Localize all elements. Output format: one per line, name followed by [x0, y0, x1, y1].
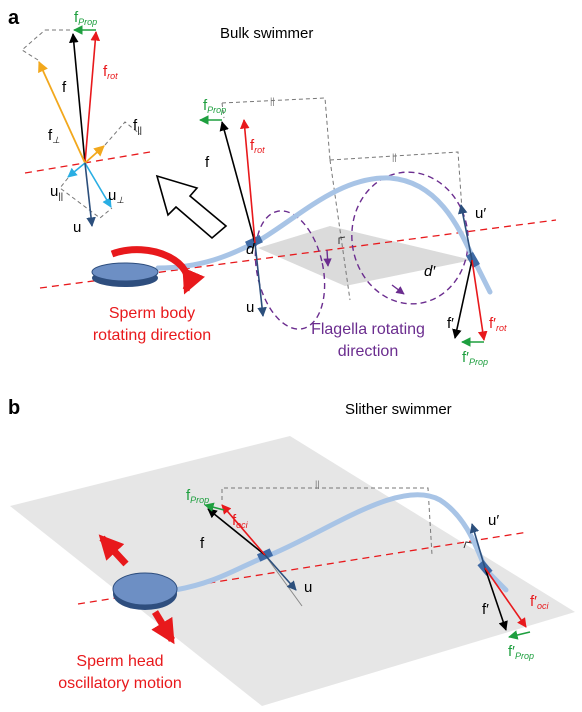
vector — [38, 61, 86, 164]
vector — [84, 31, 101, 164]
vector — [204, 502, 225, 512]
panel-a: a Bulk swimmer || || — [8, 7, 557, 367]
vector-label: f′oci — [530, 593, 549, 611]
parallel-bracket — [329, 151, 463, 211]
vector — [67, 162, 86, 178]
right-angle — [463, 541, 473, 549]
vector-label: frot — [103, 63, 118, 81]
vector-label: f′Prop — [462, 349, 488, 367]
vector — [452, 259, 473, 339]
vector — [484, 567, 527, 628]
panel-letter: b — [8, 397, 20, 419]
vector-label: fProp — [74, 9, 97, 27]
inset-guide — [104, 121, 141, 146]
vector — [84, 162, 112, 208]
body-rotation-arrow — [110, 246, 205, 295]
vector-label: foci — [232, 512, 249, 530]
vector — [469, 523, 486, 569]
vector-label: f′ — [482, 601, 489, 618]
caption-line: oscillatory motion — [58, 675, 182, 692]
flagellum — [155, 175, 493, 295]
guide-line — [329, 159, 351, 301]
oscillation-arrow — [98, 534, 129, 567]
flagellum-segment — [466, 251, 480, 269]
parallel-mark: || — [315, 479, 320, 489]
vector-label: f′rot — [489, 315, 507, 333]
vector — [239, 119, 256, 244]
flagella-rotation-path — [254, 210, 326, 330]
vector-label: f — [62, 79, 67, 96]
vector — [84, 162, 96, 227]
distance-label: d — [246, 241, 255, 258]
vector-label: fProp — [186, 487, 209, 505]
rotation-arrow — [323, 249, 332, 267]
vector — [221, 504, 266, 556]
parallel-mark: || — [270, 96, 275, 106]
inset-guide — [59, 177, 113, 219]
vector-label: f — [200, 535, 205, 552]
vector-label: fProp — [203, 97, 226, 115]
inset-axis — [24, 151, 151, 174]
panel-b: b Slither swimmer || fProp f foci u u′ f… — [8, 397, 575, 706]
zoom-arrow — [155, 174, 228, 240]
sperm-head — [91, 262, 159, 282]
vector-label: f′Prop — [508, 643, 534, 661]
parallel-mark: || — [392, 152, 397, 162]
flagellum — [172, 492, 509, 593]
vector-label: u|| — [50, 183, 63, 201]
parallel-bracket — [221, 97, 331, 161]
oscillation-arrow — [151, 610, 175, 645]
caption-line: Sperm body — [109, 305, 195, 322]
vector — [471, 259, 488, 341]
vector — [508, 630, 531, 640]
sperm-head — [112, 572, 178, 606]
vector-label: f|| — [133, 117, 142, 135]
vector-label: u — [246, 299, 254, 316]
vector — [264, 554, 297, 591]
panel-letter: a — [8, 7, 20, 29]
surface-plane — [10, 436, 575, 706]
vector — [207, 508, 266, 556]
caption-line: Sperm head — [76, 653, 163, 670]
vector-label: u⊥ — [108, 187, 124, 205]
vector — [69, 33, 86, 164]
panel-title: Slither swimmer — [345, 401, 452, 418]
vector — [84, 145, 105, 164]
parallel-bracket — [221, 487, 433, 556]
inset-guide — [21, 29, 46, 61]
vector — [457, 204, 473, 261]
vector — [219, 121, 256, 244]
caption-line: direction — [338, 343, 398, 360]
panel-title: Bulk swimmer — [220, 25, 313, 42]
rotation-arrow — [391, 284, 405, 295]
rotation-plane — [258, 226, 472, 286]
vector-label: u — [304, 579, 312, 596]
vector — [484, 567, 508, 631]
vector-label: f — [205, 154, 210, 171]
vector-label: u′ — [475, 205, 486, 222]
caption-line: rotating direction — [93, 327, 211, 344]
vector-label: f⊥ — [48, 127, 60, 145]
guide-line — [264, 554, 303, 607]
vector-label: u — [73, 219, 81, 236]
flagella-rotation-path — [351, 171, 469, 305]
vector — [254, 242, 267, 317]
caption-line: Flagella rotating — [311, 321, 425, 338]
vector-label: f′ — [447, 315, 454, 332]
vector-label: frot — [250, 137, 265, 155]
distance-label: d′ — [424, 263, 436, 280]
guide-line — [221, 102, 225, 119]
right-angle — [338, 236, 346, 244]
vector-label: u′ — [488, 512, 499, 529]
